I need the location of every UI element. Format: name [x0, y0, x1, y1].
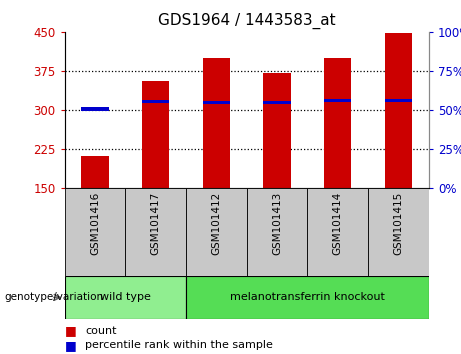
Bar: [247, 188, 307, 276]
Bar: [186, 188, 247, 276]
Bar: [65, 276, 186, 319]
Text: count: count: [85, 326, 117, 336]
Text: GSM101416: GSM101416: [90, 192, 100, 255]
Bar: [203, 58, 230, 188]
Bar: [203, 101, 230, 104]
Bar: [81, 107, 108, 110]
Text: GSM101417: GSM101417: [151, 192, 160, 255]
Bar: [368, 188, 429, 276]
Text: GSM101414: GSM101414: [333, 192, 343, 255]
Text: GSM101412: GSM101412: [211, 192, 221, 255]
Bar: [324, 98, 351, 102]
Text: GSM101413: GSM101413: [272, 192, 282, 255]
Text: GSM101415: GSM101415: [393, 192, 403, 255]
Text: genotype/variation: genotype/variation: [5, 292, 104, 302]
Bar: [125, 188, 186, 276]
Bar: [385, 33, 412, 188]
Title: GDS1964 / 1443583_at: GDS1964 / 1443583_at: [158, 13, 336, 29]
Text: percentile rank within the sample: percentile rank within the sample: [85, 340, 273, 350]
Bar: [263, 73, 290, 188]
Bar: [186, 276, 429, 319]
Bar: [81, 156, 108, 188]
Bar: [385, 98, 412, 102]
Bar: [142, 99, 169, 103]
Bar: [65, 188, 125, 276]
Bar: [307, 188, 368, 276]
Bar: [142, 81, 169, 188]
Text: ■: ■: [65, 325, 76, 337]
Text: melanotransferrin knockout: melanotransferrin knockout: [230, 292, 385, 302]
Bar: [263, 101, 290, 104]
Text: ■: ■: [65, 339, 76, 352]
Text: wild type: wild type: [100, 292, 151, 302]
Bar: [324, 58, 351, 188]
